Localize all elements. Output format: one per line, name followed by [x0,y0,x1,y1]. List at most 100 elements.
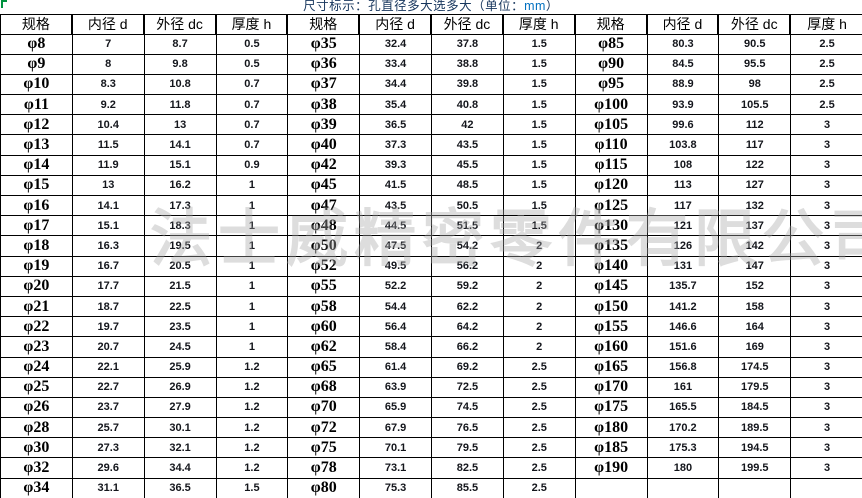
value-cell: 8.3 [72,74,145,96]
spec-cell: φ58 [288,296,361,318]
value-cell: 126 [647,236,720,257]
value-cell: 32.1 [144,438,217,459]
value-cell: 43.5 [432,135,504,156]
value-cell: 0.7 [216,115,289,136]
spec-cell: φ14 [1,155,73,176]
value-cell: 1.5 [503,54,576,75]
value-cell: 117 [647,196,720,217]
value-cell: 41.5 [360,175,432,196]
value-cell: 1.2 [216,377,289,398]
spec-cell: φ170 [575,377,648,398]
spec-cell: φ15 [1,175,73,196]
value-cell: 37.3 [360,135,432,156]
value-cell: 20.5 [144,256,217,277]
value-cell: 0.7 [216,135,289,156]
spec-cell: φ10 [1,74,73,96]
value-cell: 152 [719,276,792,297]
value-cell: 15.1 [144,155,217,176]
value-cell: 1.2 [216,458,289,479]
value-cell: 88.9 [647,74,720,96]
spec-cell: φ62 [288,337,361,358]
value-cell: 99.6 [647,115,720,136]
spec-cell: φ9 [1,54,73,75]
spec-cell: φ28 [1,418,73,439]
value-cell: 98 [719,74,792,96]
spec-cell: φ8 [1,34,73,55]
column-header: 内径 d [72,15,145,35]
value-cell: 3 [791,398,862,419]
value-cell: 1.2 [216,357,289,378]
value-cell: 64.2 [432,317,504,338]
value-cell: 19.7 [72,317,145,338]
value-cell: 1.5 [216,478,289,498]
value-cell: 82.5 [432,458,504,479]
value-cell: 0.5 [216,34,289,55]
spec-cell: φ32 [1,458,73,479]
corner-artifact-mark [1,0,7,8]
value-cell: 112 [719,115,792,136]
value-cell [719,478,792,498]
value-cell: 79.5 [432,438,504,459]
column-header: 规格 [575,15,648,35]
spec-cell: φ75 [288,438,361,459]
value-cell: 95.5 [719,54,792,75]
value-cell: 3 [791,277,862,297]
spec-cell: φ40 [288,135,361,156]
value-cell: 13 [144,115,217,136]
spec-cell: φ135 [575,236,648,257]
value-cell: 22.1 [72,357,145,378]
column-header: 外径 dc [144,15,217,35]
value-cell: 49.5 [360,256,432,277]
value-cell: 36.5 [144,478,217,498]
spec-cell: φ26 [1,397,73,419]
spec-cell: φ85 [575,34,648,55]
value-cell: 15.1 [72,216,145,237]
spec-cell: φ165 [575,357,648,378]
value-cell: 2 [503,236,576,257]
value-cell: 62.2 [432,296,504,318]
value-cell: 199.5 [719,458,792,479]
spec-cell: φ34 [1,478,73,498]
value-cell: 1 [216,337,289,358]
spec-cell: φ155 [575,317,648,338]
value-cell: 2.5 [791,95,862,116]
value-cell: 50.5 [432,196,504,217]
value-cell: 18.7 [72,296,145,318]
value-cell: 2.5 [791,55,862,75]
value-cell: 2.5 [503,377,576,398]
spec-cell: φ140 [575,256,648,277]
value-cell: 1.5 [503,196,576,217]
spec-cell: φ175 [575,397,648,419]
value-cell: 1.5 [503,175,576,196]
value-cell: 9.8 [144,54,217,75]
value-cell: 54.2 [432,236,504,257]
spec-cell: φ38 [288,95,361,116]
value-cell: 1 [216,236,289,257]
value-cell: 165.5 [647,397,720,419]
value-cell: 170.2 [647,418,720,439]
value-cell: 51.5 [432,216,504,237]
value-cell: 13 [72,175,145,196]
column-header: 规格 [288,15,361,35]
value-cell: 8.7 [144,34,217,55]
value-cell: 74.5 [432,397,504,419]
value-cell: 3 [791,257,862,277]
value-cell: 56.4 [360,317,432,338]
value-cell: 27.9 [144,397,217,419]
value-cell: 24.5 [144,337,217,358]
title-suffix: ） [545,0,559,13]
spec-cell: φ130 [575,216,648,237]
value-cell: 17.3 [144,196,217,217]
value-cell [647,478,720,498]
value-cell: 33.4 [360,54,432,75]
value-cell: 73.1 [360,458,432,479]
value-cell: 80.3 [647,34,720,55]
value-cell: 113 [647,175,720,196]
value-cell: 70.1 [360,438,432,459]
spec-cell: φ95 [575,74,648,96]
value-cell: 184.5 [719,397,792,419]
spec-cell: φ150 [575,296,648,318]
value-cell: 39.8 [432,74,504,96]
value-cell: 3 [791,115,862,136]
spec-cell: φ30 [1,438,73,459]
